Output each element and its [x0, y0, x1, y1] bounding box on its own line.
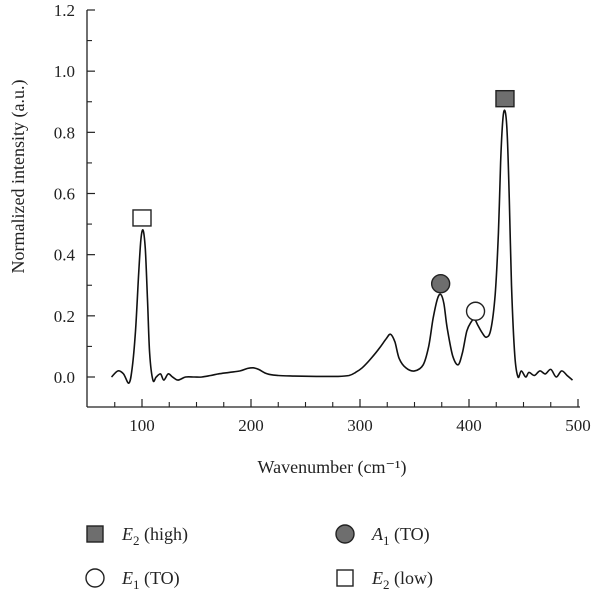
x-ticks: 100 200 300 400 500 [114, 399, 591, 435]
peak-marker-circle [465, 301, 486, 321]
peak-marker-square [132, 209, 152, 227]
y-tick-label: 1.2 [54, 1, 75, 20]
peak-markers [132, 89, 515, 321]
legend-circle-icon [335, 524, 355, 544]
peak-marker-circle [430, 274, 451, 294]
y-tick-label: 0.2 [54, 307, 75, 326]
y-ticks: 0.0 0.2 0.4 0.6 0.8 1.0 1.2 [54, 1, 95, 387]
legend-square-icon [336, 569, 354, 587]
y-tick-label: 0.4 [54, 246, 76, 265]
legend-label: E1 (TO) [121, 568, 180, 592]
x-tick-label: 100 [129, 416, 155, 435]
peak-marker-square [495, 89, 515, 108]
y-tick-label: 1.0 [54, 62, 75, 81]
legend-circle-icon [85, 568, 105, 588]
x-axis-label: Wavenumber (cm⁻¹) [258, 457, 407, 478]
x-tick-label: 400 [456, 416, 482, 435]
legend-entry: E2 (high) [86, 524, 188, 548]
legend: E2 (high) A1 (TO) E1 (TO) E2 (low) [85, 524, 433, 592]
legend-label: E2 (low) [371, 568, 433, 592]
legend-label: E2 (high) [121, 524, 188, 548]
y-tick-label: 0.0 [54, 368, 75, 387]
legend-entry: A1 (TO) [335, 524, 430, 548]
x-tick-label: 500 [565, 416, 591, 435]
y-tick-label: 0.8 [54, 123, 75, 142]
x-tick-label: 300 [347, 416, 373, 435]
legend-label: A1 (TO) [371, 524, 430, 548]
x-tick-label: 200 [238, 416, 264, 435]
legend-entry: E2 (low) [336, 568, 433, 592]
legend-square-icon [86, 525, 104, 543]
y-tick-label: 0.6 [54, 185, 75, 204]
y-axis-label: Normalized intensity (a.u.) [8, 80, 29, 274]
spectrum-series-line [110, 109, 574, 384]
legend-entry: E1 (TO) [85, 568, 180, 592]
axes [86, 10, 580, 408]
